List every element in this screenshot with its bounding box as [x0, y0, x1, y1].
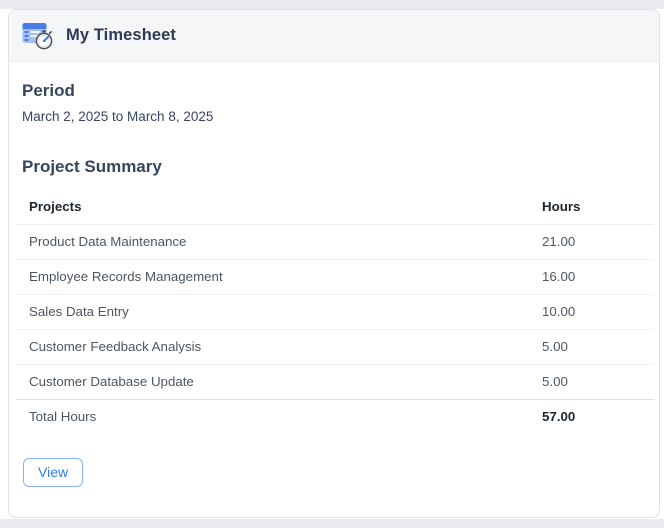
column-header-projects: Projects — [29, 199, 82, 214]
hours-cell: 16.00 — [542, 269, 576, 284]
card-body: Period March 2, 2025 to March 8, 2025 Pr… — [9, 62, 659, 487]
page-background-top — [0, 0, 664, 9]
table-row: Employee Records Management 16.00 — [16, 260, 654, 295]
table-row: Product Data Maintenance 21.00 — [16, 225, 654, 260]
view-button[interactable]: View — [23, 458, 84, 487]
hours-cell: 5.00 — [542, 339, 568, 354]
card-title: My Timesheet — [66, 26, 177, 44]
total-row: Total Hours 57.00 — [16, 400, 654, 434]
hours-cell: 10.00 — [542, 304, 576, 319]
project-cell: Employee Records Management — [29, 269, 223, 284]
total-label: Total Hours — [29, 409, 97, 424]
total-hours-value: 57.00 — [542, 409, 576, 424]
period-range: March 2, 2025 to March 8, 2025 — [22, 109, 214, 124]
hours-cell: 21.00 — [542, 234, 576, 249]
card-header: My Timesheet — [9, 10, 659, 62]
project-cell: Customer Database Update — [29, 374, 194, 389]
timesheet-icon — [22, 21, 54, 51]
table-row: Customer Feedback Analysis 5.00 — [16, 330, 654, 365]
page-background-bottom — [0, 519, 664, 528]
column-header-hours: Hours — [542, 199, 581, 214]
table-row: Sales Data Entry 10.00 — [16, 295, 654, 330]
summary-heading: Project Summary — [22, 157, 162, 176]
summary-table: Projects Hours Product Data Maintenance … — [16, 190, 654, 434]
hours-cell: 5.00 — [542, 374, 568, 389]
summary-rows: Product Data Maintenance 21.00 Employee … — [16, 225, 654, 400]
project-cell: Product Data Maintenance — [29, 234, 187, 249]
table-row: Customer Database Update 5.00 — [16, 365, 654, 400]
project-cell: Customer Feedback Analysis — [29, 339, 202, 354]
table-header-row: Projects Hours — [16, 190, 654, 225]
period-section: Period March 2, 2025 to March 8, 2025 — [22, 81, 647, 124]
my-timesheet-card: My Timesheet Period March 2, 2025 to Mar… — [8, 9, 660, 518]
project-cell: Sales Data Entry — [29, 304, 129, 319]
period-heading: Period — [22, 81, 75, 100]
